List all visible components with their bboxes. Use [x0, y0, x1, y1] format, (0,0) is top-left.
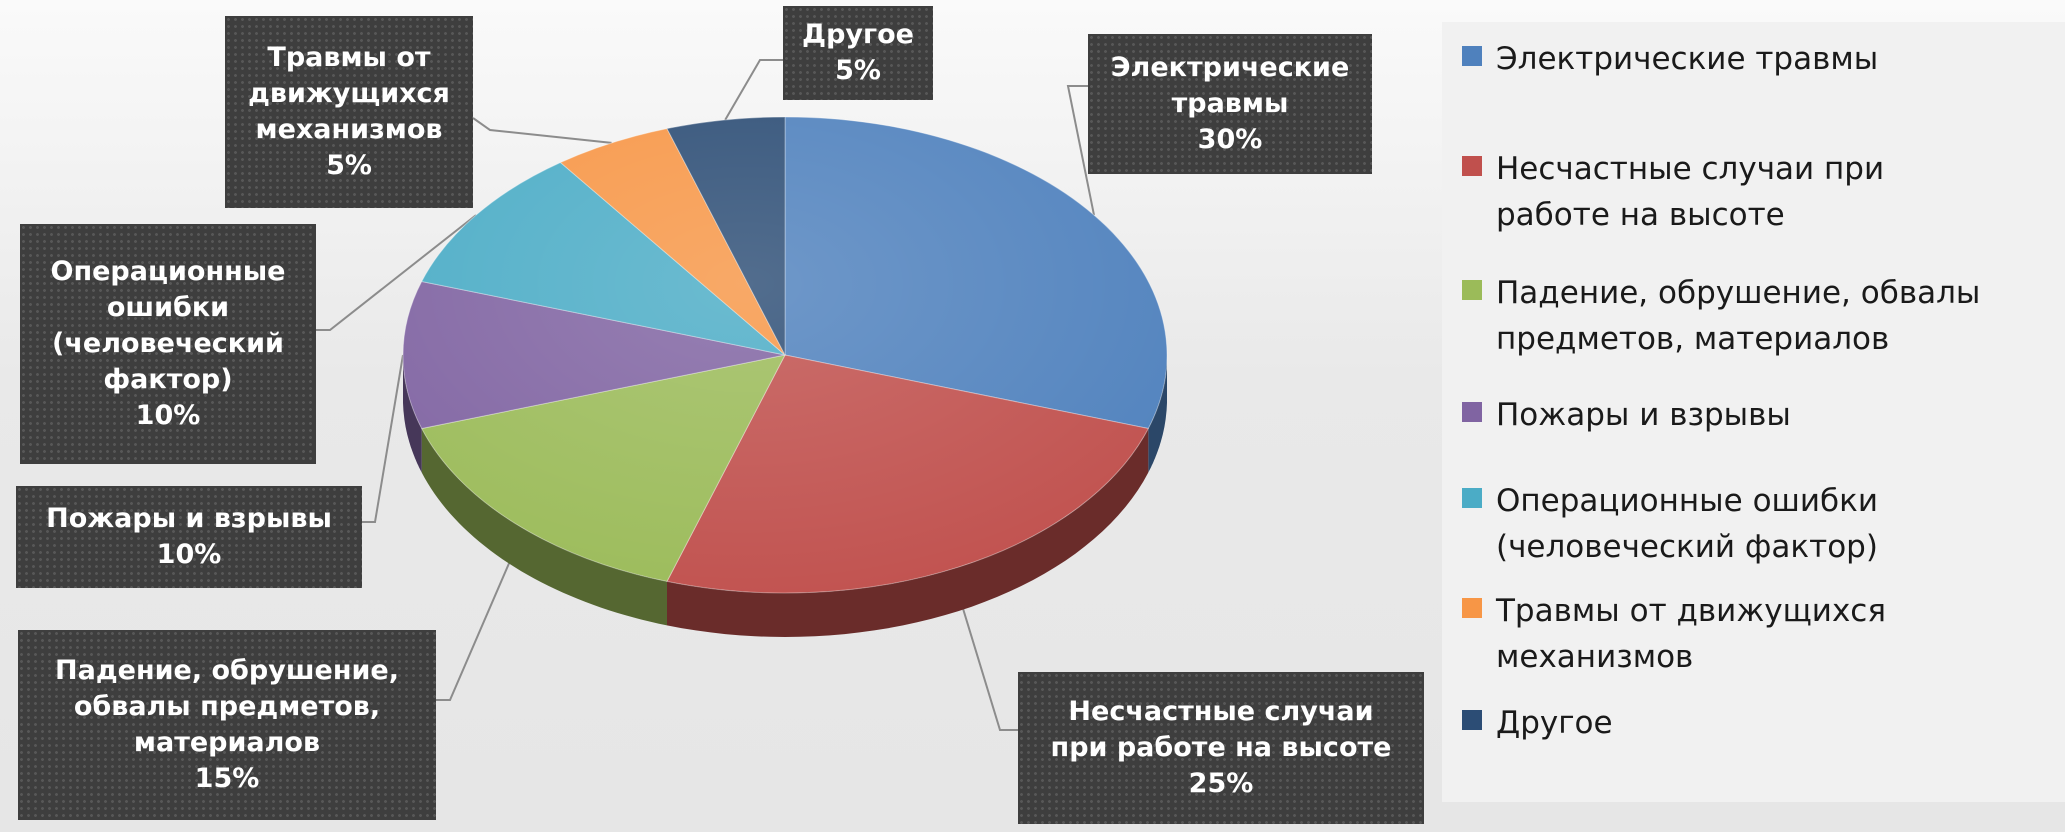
- data-label-height-name: Несчастные случаи при работе на высоте: [1050, 696, 1392, 763]
- leader-line-height: [957, 593, 1018, 731]
- legend-label-fire: Пожары и взрывы: [1496, 397, 1791, 433]
- data-label-fire-name: Пожары и взрывы: [46, 503, 332, 534]
- leader-line-mechanisms: [472, 117, 612, 144]
- pie-side-falling: [421, 428, 667, 626]
- data-label-other: Другое 5%: [783, 6, 933, 100]
- data-label-height: Несчастные случаи при работе на высоте 2…: [1018, 672, 1424, 824]
- leader-line-falling: [436, 549, 516, 701]
- legend-swatch-human: [1462, 488, 1482, 508]
- leader-line-other: [724, 59, 783, 121]
- legend-label-height: Несчастные случаи при работе на высоте: [1496, 151, 1885, 233]
- legend-label-mechanisms: Травмы от движущихся механизмов: [1496, 593, 1886, 675]
- data-label-fire: Пожары и взрывы 10%: [16, 486, 362, 588]
- legend-swatch-height: [1462, 156, 1482, 176]
- pie-side-electric: [1148, 355, 1167, 473]
- leader-line-electric: [1066, 85, 1095, 216]
- legend-swatch-mechanisms: [1462, 598, 1482, 618]
- legend-swatch-fire: [1462, 402, 1482, 422]
- legend-swatch-other: [1462, 710, 1482, 730]
- legend-item-other: Другое: [1462, 700, 1613, 746]
- pie-side-fire: [403, 355, 422, 473]
- legend-item-mechanisms: Травмы от движущихся механизмов: [1462, 588, 1886, 680]
- data-label-human-value: 10%: [135, 400, 201, 431]
- pie-sides: [403, 355, 1167, 637]
- legend-label-human: Операционные ошибки (человеческий фактор…: [1496, 483, 1879, 565]
- data-label-human-name: Операционные ошибки (человеческий фактор…: [50, 256, 286, 395]
- data-label-other-value: 5%: [835, 55, 881, 86]
- pie-tops: [402, 116, 1168, 594]
- data-label-mechanisms-value: 5%: [326, 150, 372, 181]
- data-label-falling-name: Падение, обрушение, обвалы предметов, ма…: [55, 655, 399, 758]
- data-label-electric: Электрические травмы 30%: [1088, 34, 1372, 174]
- data-label-mechanisms: Травмы от движущихся механизмов 5%: [225, 16, 473, 208]
- legend-item-electric: Электрические травмы: [1462, 36, 1878, 82]
- legend-swatch-falling: [1462, 280, 1482, 300]
- legend-label-other: Другое: [1496, 705, 1613, 741]
- legend-item-falling: Падение, обрушение, обвалы предметов, ма…: [1462, 270, 1980, 362]
- data-label-human: Операционные ошибки (человеческий фактор…: [20, 224, 316, 464]
- leader-lines: [316, 59, 1095, 731]
- data-label-fire-value: 10%: [156, 539, 222, 570]
- data-label-falling: Падение, обрушение, обвалы предметов, ма…: [18, 630, 436, 820]
- legend-label-falling: Падение, обрушение, обвалы предметов, ма…: [1496, 275, 1981, 357]
- data-label-falling-value: 15%: [194, 763, 260, 794]
- pie-shine: [403, 117, 1167, 593]
- pie-side-height: [667, 428, 1149, 637]
- legend-label-electric: Электрические травмы: [1496, 41, 1879, 77]
- legend-item-height: Несчастные случаи при работе на высоте: [1462, 146, 1884, 238]
- legend-item-fire: Пожары и взрывы: [1462, 392, 1791, 438]
- data-label-height-value: 25%: [1188, 768, 1254, 799]
- leader-line-human: [316, 214, 477, 331]
- data-label-electric-value: 30%: [1197, 124, 1263, 155]
- leader-line-fire: [362, 354, 404, 523]
- data-label-mechanisms-name: Травмы от движущихся механизмов: [248, 42, 450, 145]
- legend-item-human: Операционные ошибки (человеческий фактор…: [1462, 478, 1878, 570]
- legend-swatch-electric: [1462, 46, 1482, 66]
- data-label-electric-name: Электрические травмы: [1110, 52, 1350, 119]
- data-label-other-name: Другое: [802, 19, 914, 50]
- legend: [1442, 22, 2065, 802]
